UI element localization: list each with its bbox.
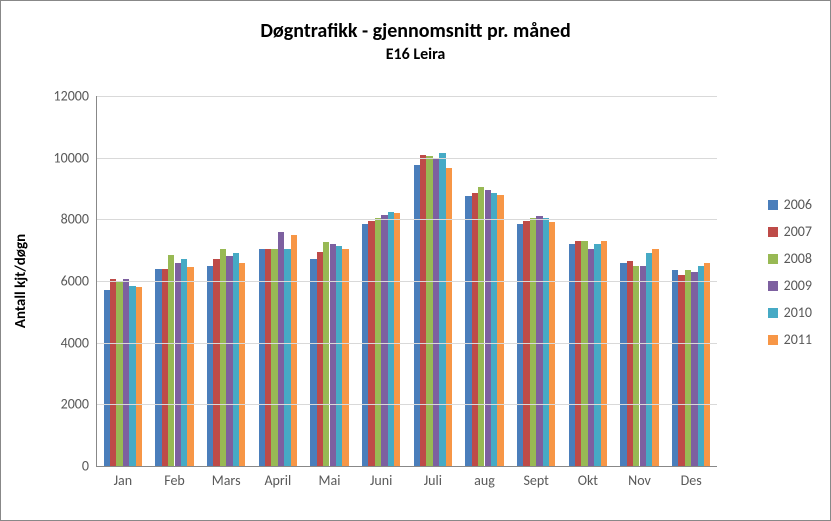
gridline [97,219,717,220]
legend-swatch [768,200,778,210]
ytick-label: 2000 [61,396,89,413]
xtick-label: Nov [628,472,651,489]
legend-item: 2007 [768,223,812,240]
bar [549,222,555,466]
legend: 2006 2007 2008 2009 2010 2011 [768,196,812,358]
legend-item: 2008 [768,250,812,267]
gridline [97,404,717,405]
xtick-label: Feb [164,472,185,489]
xtick-label: Sept [523,472,548,489]
chart-subtitle: E16 Leira [1,45,830,64]
xtick-label: Okt [578,472,598,489]
title-block: Døgntrafikk - gjennomsnitt pr. måned E16… [1,1,830,64]
gridline [97,281,717,282]
chart-container: Døgntrafikk - gjennomsnitt pr. måned E16… [0,0,831,521]
legend-swatch [768,335,778,345]
xtick-label: Jan [114,472,133,489]
bar [394,213,400,466]
legend-label: 2010 [784,304,812,321]
legend-swatch [768,254,778,264]
legend-item: 2006 [768,196,812,213]
gridline [97,343,717,344]
chart-title: Døgntrafikk - gjennomsnitt pr. måned [1,19,830,43]
legend-label: 2008 [784,250,812,267]
xtick-label: Des [681,472,702,489]
bar [704,263,710,467]
ytick-label: 12000 [54,88,89,105]
ytick-label: 0 [82,458,89,475]
ytick-label: 6000 [61,273,89,290]
bar [136,287,142,466]
bar [497,195,503,466]
legend-swatch [768,308,778,318]
y-axis-label: Antall kjt/døgn [12,234,30,328]
legend-label: 2011 [784,331,812,348]
legend-item: 2010 [768,304,812,321]
xtick-label: Mars [212,472,241,489]
bar [239,263,245,467]
plot-area: 020004000600080001000012000JanFebMarsApr… [96,96,717,467]
bar [187,267,193,466]
legend-label: 2009 [784,277,812,294]
bar [291,235,297,466]
bar [446,168,452,466]
xtick-label: Mai [319,472,341,489]
legend-item: 2009 [768,277,812,294]
xtick-label: Juni [370,472,392,489]
gridline [97,158,717,159]
legend-swatch [768,281,778,291]
legend-item: 2011 [768,331,812,348]
legend-label: 2006 [784,196,812,213]
ytick-label: 10000 [54,149,89,166]
ytick-label: 4000 [61,334,89,351]
bar [601,241,607,466]
xtick-label: Juli [424,472,442,489]
xtick-label: aug [474,472,495,489]
ytick-label: 8000 [61,211,89,228]
legend-label: 2007 [784,223,812,240]
legend-swatch [768,227,778,237]
xtick-label: April [264,472,291,489]
gridline [97,96,717,97]
